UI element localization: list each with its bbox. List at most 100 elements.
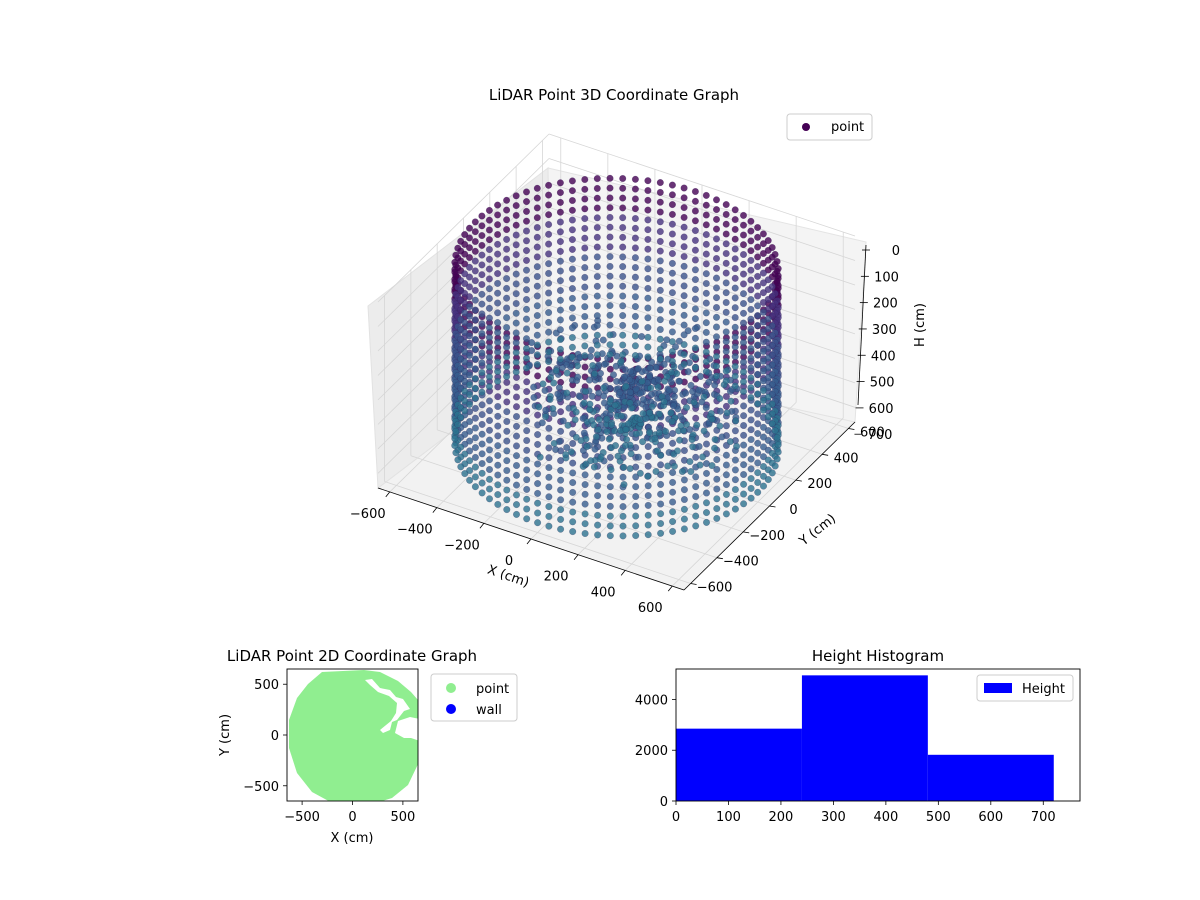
scatter-point bbox=[691, 207, 699, 215]
scatter-point bbox=[702, 231, 710, 239]
scatter-point bbox=[702, 299, 710, 307]
scatter-point bbox=[512, 202, 520, 210]
scatter-point bbox=[494, 471, 502, 479]
scatter-point bbox=[764, 393, 772, 401]
histogram-bar bbox=[927, 754, 1054, 801]
scatter-point bbox=[764, 364, 772, 372]
scatter-point bbox=[656, 276, 664, 285]
scatter-point bbox=[702, 260, 710, 268]
scatter-point bbox=[533, 184, 541, 192]
scatter-point bbox=[556, 208, 564, 216]
scatter-point bbox=[556, 286, 564, 295]
scatter-point bbox=[653, 447, 662, 455]
legend-label-height: Height bbox=[1022, 682, 1065, 697]
scatter-point bbox=[568, 343, 576, 351]
scatter-point bbox=[512, 358, 520, 366]
grid-line bbox=[577, 386, 750, 555]
scatter-point bbox=[523, 427, 531, 435]
scatter-point bbox=[656, 355, 664, 363]
scatter-point bbox=[702, 499, 711, 507]
scatter-point bbox=[747, 247, 755, 255]
scatter-point bbox=[606, 243, 614, 251]
scatter-point bbox=[712, 235, 721, 243]
scatter-point bbox=[557, 427, 565, 435]
scatter-point bbox=[656, 179, 664, 187]
scatter-point bbox=[485, 456, 494, 464]
scatter-point bbox=[593, 341, 601, 349]
scatter-point bbox=[700, 427, 708, 435]
scatter-point bbox=[485, 343, 493, 351]
scatter-point bbox=[669, 439, 677, 447]
scatter-point bbox=[688, 436, 696, 444]
scatter-point bbox=[581, 254, 589, 262]
scatter-point bbox=[644, 324, 652, 332]
scatter-point bbox=[754, 263, 762, 271]
scatter-point bbox=[503, 284, 511, 292]
scatter-point bbox=[712, 333, 721, 341]
scatter-point bbox=[759, 240, 767, 248]
scatter-point bbox=[512, 280, 520, 288]
scatter-point bbox=[764, 266, 772, 274]
scatter-point bbox=[759, 396, 767, 404]
scatter-point bbox=[660, 398, 668, 406]
scatter-point bbox=[702, 368, 710, 376]
scatter-point bbox=[708, 462, 716, 470]
scatter-point bbox=[739, 250, 748, 259]
scatter-point bbox=[740, 441, 748, 449]
scatter-point bbox=[680, 204, 688, 212]
scatter-point bbox=[759, 328, 767, 336]
scatter-point bbox=[764, 334, 772, 343]
scatter-point bbox=[657, 500, 665, 508]
scatter-point bbox=[773, 434, 781, 442]
scatter-point bbox=[545, 328, 553, 336]
scatter-point bbox=[722, 259, 730, 267]
scatter-point bbox=[461, 280, 469, 288]
scatter-point bbox=[534, 509, 542, 517]
scatter-point bbox=[603, 428, 611, 436]
scatter-point bbox=[619, 512, 627, 520]
scatter-point bbox=[607, 466, 615, 474]
scatter-point bbox=[568, 333, 576, 342]
scatter-point bbox=[712, 225, 721, 233]
scatter-point bbox=[556, 267, 564, 275]
scatter-point bbox=[632, 522, 640, 530]
y-tick bbox=[716, 557, 723, 560]
scatter-point bbox=[712, 362, 721, 370]
scatter-point bbox=[619, 204, 627, 212]
scatter-point bbox=[692, 512, 700, 520]
scatter-point bbox=[534, 440, 542, 448]
scatter-point bbox=[754, 292, 762, 300]
scatter-point bbox=[454, 456, 462, 464]
scatter-point bbox=[465, 371, 474, 379]
scatter-point bbox=[522, 227, 531, 235]
scatter-point bbox=[606, 233, 614, 241]
scatter-point bbox=[593, 331, 601, 339]
scatter-point bbox=[731, 245, 739, 253]
scatter-point bbox=[503, 353, 511, 361]
scatter-point bbox=[512, 403, 521, 411]
scatter-point bbox=[568, 226, 576, 234]
plot-area-2d bbox=[289, 669, 418, 801]
scatter-point bbox=[522, 305, 531, 313]
scatter-point bbox=[533, 321, 541, 329]
scatter-point bbox=[632, 532, 640, 540]
scatter-point bbox=[465, 283, 474, 291]
scatter-point bbox=[478, 290, 486, 298]
scatter-point bbox=[680, 525, 688, 533]
grid-line bbox=[548, 158, 856, 261]
scatter-point bbox=[771, 427, 779, 435]
x-tick-label-hist: 700 bbox=[1031, 810, 1056, 825]
scatter-point bbox=[691, 266, 699, 274]
scatter-point bbox=[512, 231, 520, 239]
scatter-point bbox=[654, 376, 662, 384]
scatter-point bbox=[485, 446, 494, 454]
scatter-point bbox=[731, 427, 739, 435]
scatter-point bbox=[512, 348, 520, 357]
scatter-point bbox=[739, 388, 748, 396]
scatter-point bbox=[485, 206, 493, 214]
scatter-point bbox=[722, 269, 730, 277]
scatter-point bbox=[691, 305, 699, 313]
scatter-point bbox=[702, 191, 710, 199]
scatter-point bbox=[478, 469, 486, 477]
scatter-point bbox=[740, 402, 748, 410]
